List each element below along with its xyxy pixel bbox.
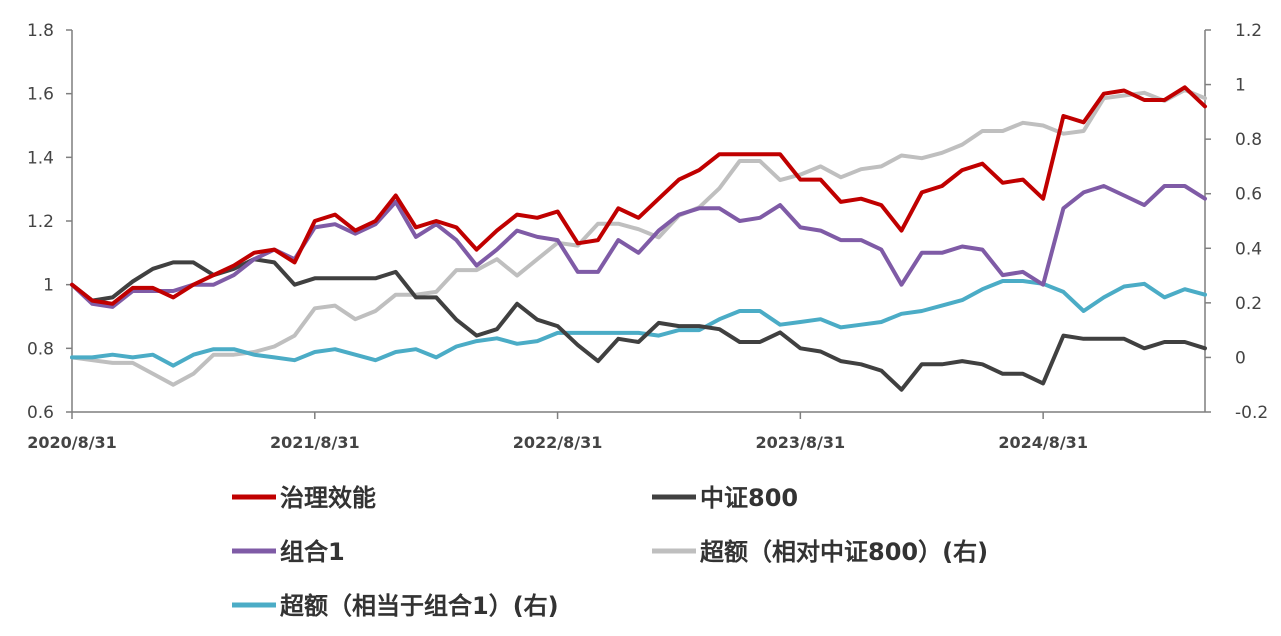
chart-legend: 治理效能 中证800 组合1 超额（相对中证800）(右) 超额（相当于组合1）(右) xyxy=(232,484,988,620)
y-left-tick-label: 1.8 xyxy=(27,21,54,41)
x-tick-label: 2020/8/31 xyxy=(27,433,117,452)
legend-label: 超额（相对中证800）(右) xyxy=(700,538,988,566)
y-right-tick-label: 0.6 xyxy=(1235,185,1262,205)
y-left-tick-label: 0.6 xyxy=(27,403,54,423)
series-line-2 xyxy=(70,184,1207,309)
y-right-tick-label: 1 xyxy=(1235,76,1246,96)
y-left-tick-label: 1.6 xyxy=(27,85,54,105)
y-right-tick-label: -0.2 xyxy=(1235,403,1268,423)
series-line-4 xyxy=(70,279,1207,368)
series-line-0 xyxy=(70,85,1207,306)
y-right-tick-label: 0.2 xyxy=(1235,294,1262,314)
y-right-tick-label: 0.8 xyxy=(1235,130,1262,150)
y-right-tick-label: 0 xyxy=(1235,348,1246,368)
y-left-tick-label: 1.2 xyxy=(27,212,54,232)
series-line-3 xyxy=(70,88,1207,387)
x-tick-label: 2023/8/31 xyxy=(756,433,846,452)
x-tick-label: 2022/8/31 xyxy=(513,433,603,452)
y-left-tick-label: 1.4 xyxy=(27,148,54,168)
series-line-1 xyxy=(70,257,1207,392)
y-left-tick-label: 0.8 xyxy=(27,339,54,359)
legend-label: 超额（相当于组合1）(右) xyxy=(280,592,559,620)
chart-series-lines xyxy=(70,85,1207,392)
legend-label: 中证800 xyxy=(700,484,798,512)
y-left-tick-label: 1 xyxy=(43,276,54,296)
y-right-tick-label: 0.4 xyxy=(1235,239,1262,259)
x-tick-label: 2021/8/31 xyxy=(270,433,360,452)
legend-label: 治理效能 xyxy=(280,484,376,512)
x-tick-label: 2024/8/31 xyxy=(998,433,1088,452)
legend-label: 组合1 xyxy=(280,538,345,566)
chart-axes: 0.6 0.8 1 1.2 1.4 1.6 1.8 -0.2 0 0.2 0.4 0.6 0.8 1 1.2… xyxy=(27,21,1268,452)
y-right-tick-label: 1.2 xyxy=(1235,21,1262,41)
